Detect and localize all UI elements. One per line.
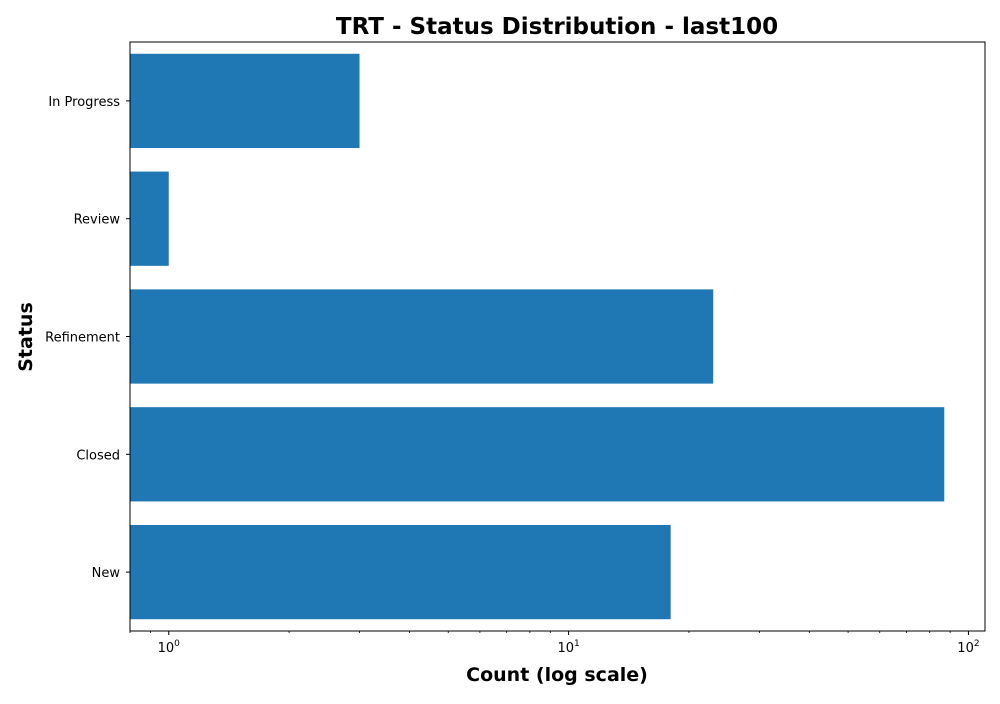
x-tick-label: 100 bbox=[158, 639, 181, 656]
y-tick-label: New bbox=[92, 566, 121, 581]
plot-frame bbox=[129, 41, 986, 632]
chart-title: TRT - Status Distribution - last100 bbox=[336, 14, 778, 40]
x-axis-label: Count (log scale) bbox=[466, 664, 648, 686]
bar-in-progress bbox=[130, 53, 360, 149]
bar-new bbox=[130, 524, 671, 620]
x-tick-label: 102 bbox=[957, 639, 979, 656]
y-axis-ticks: New Closed Refinement Review In Progress bbox=[45, 95, 130, 581]
bar-refinement bbox=[130, 289, 714, 384]
y-tick-label: In Progress bbox=[48, 95, 120, 110]
y-tick-label: Review bbox=[74, 213, 121, 228]
bar-closed bbox=[130, 407, 945, 502]
x-tick-label: 101 bbox=[557, 639, 579, 656]
x-axis-ticks: 100 101 102 bbox=[129, 631, 980, 656]
y-axis-label: Status bbox=[15, 302, 37, 372]
y-tick-label: Refinement bbox=[45, 331, 120, 346]
bar-review bbox=[130, 171, 169, 266]
bars-layer bbox=[130, 53, 945, 620]
y-tick-label: Closed bbox=[76, 448, 120, 463]
